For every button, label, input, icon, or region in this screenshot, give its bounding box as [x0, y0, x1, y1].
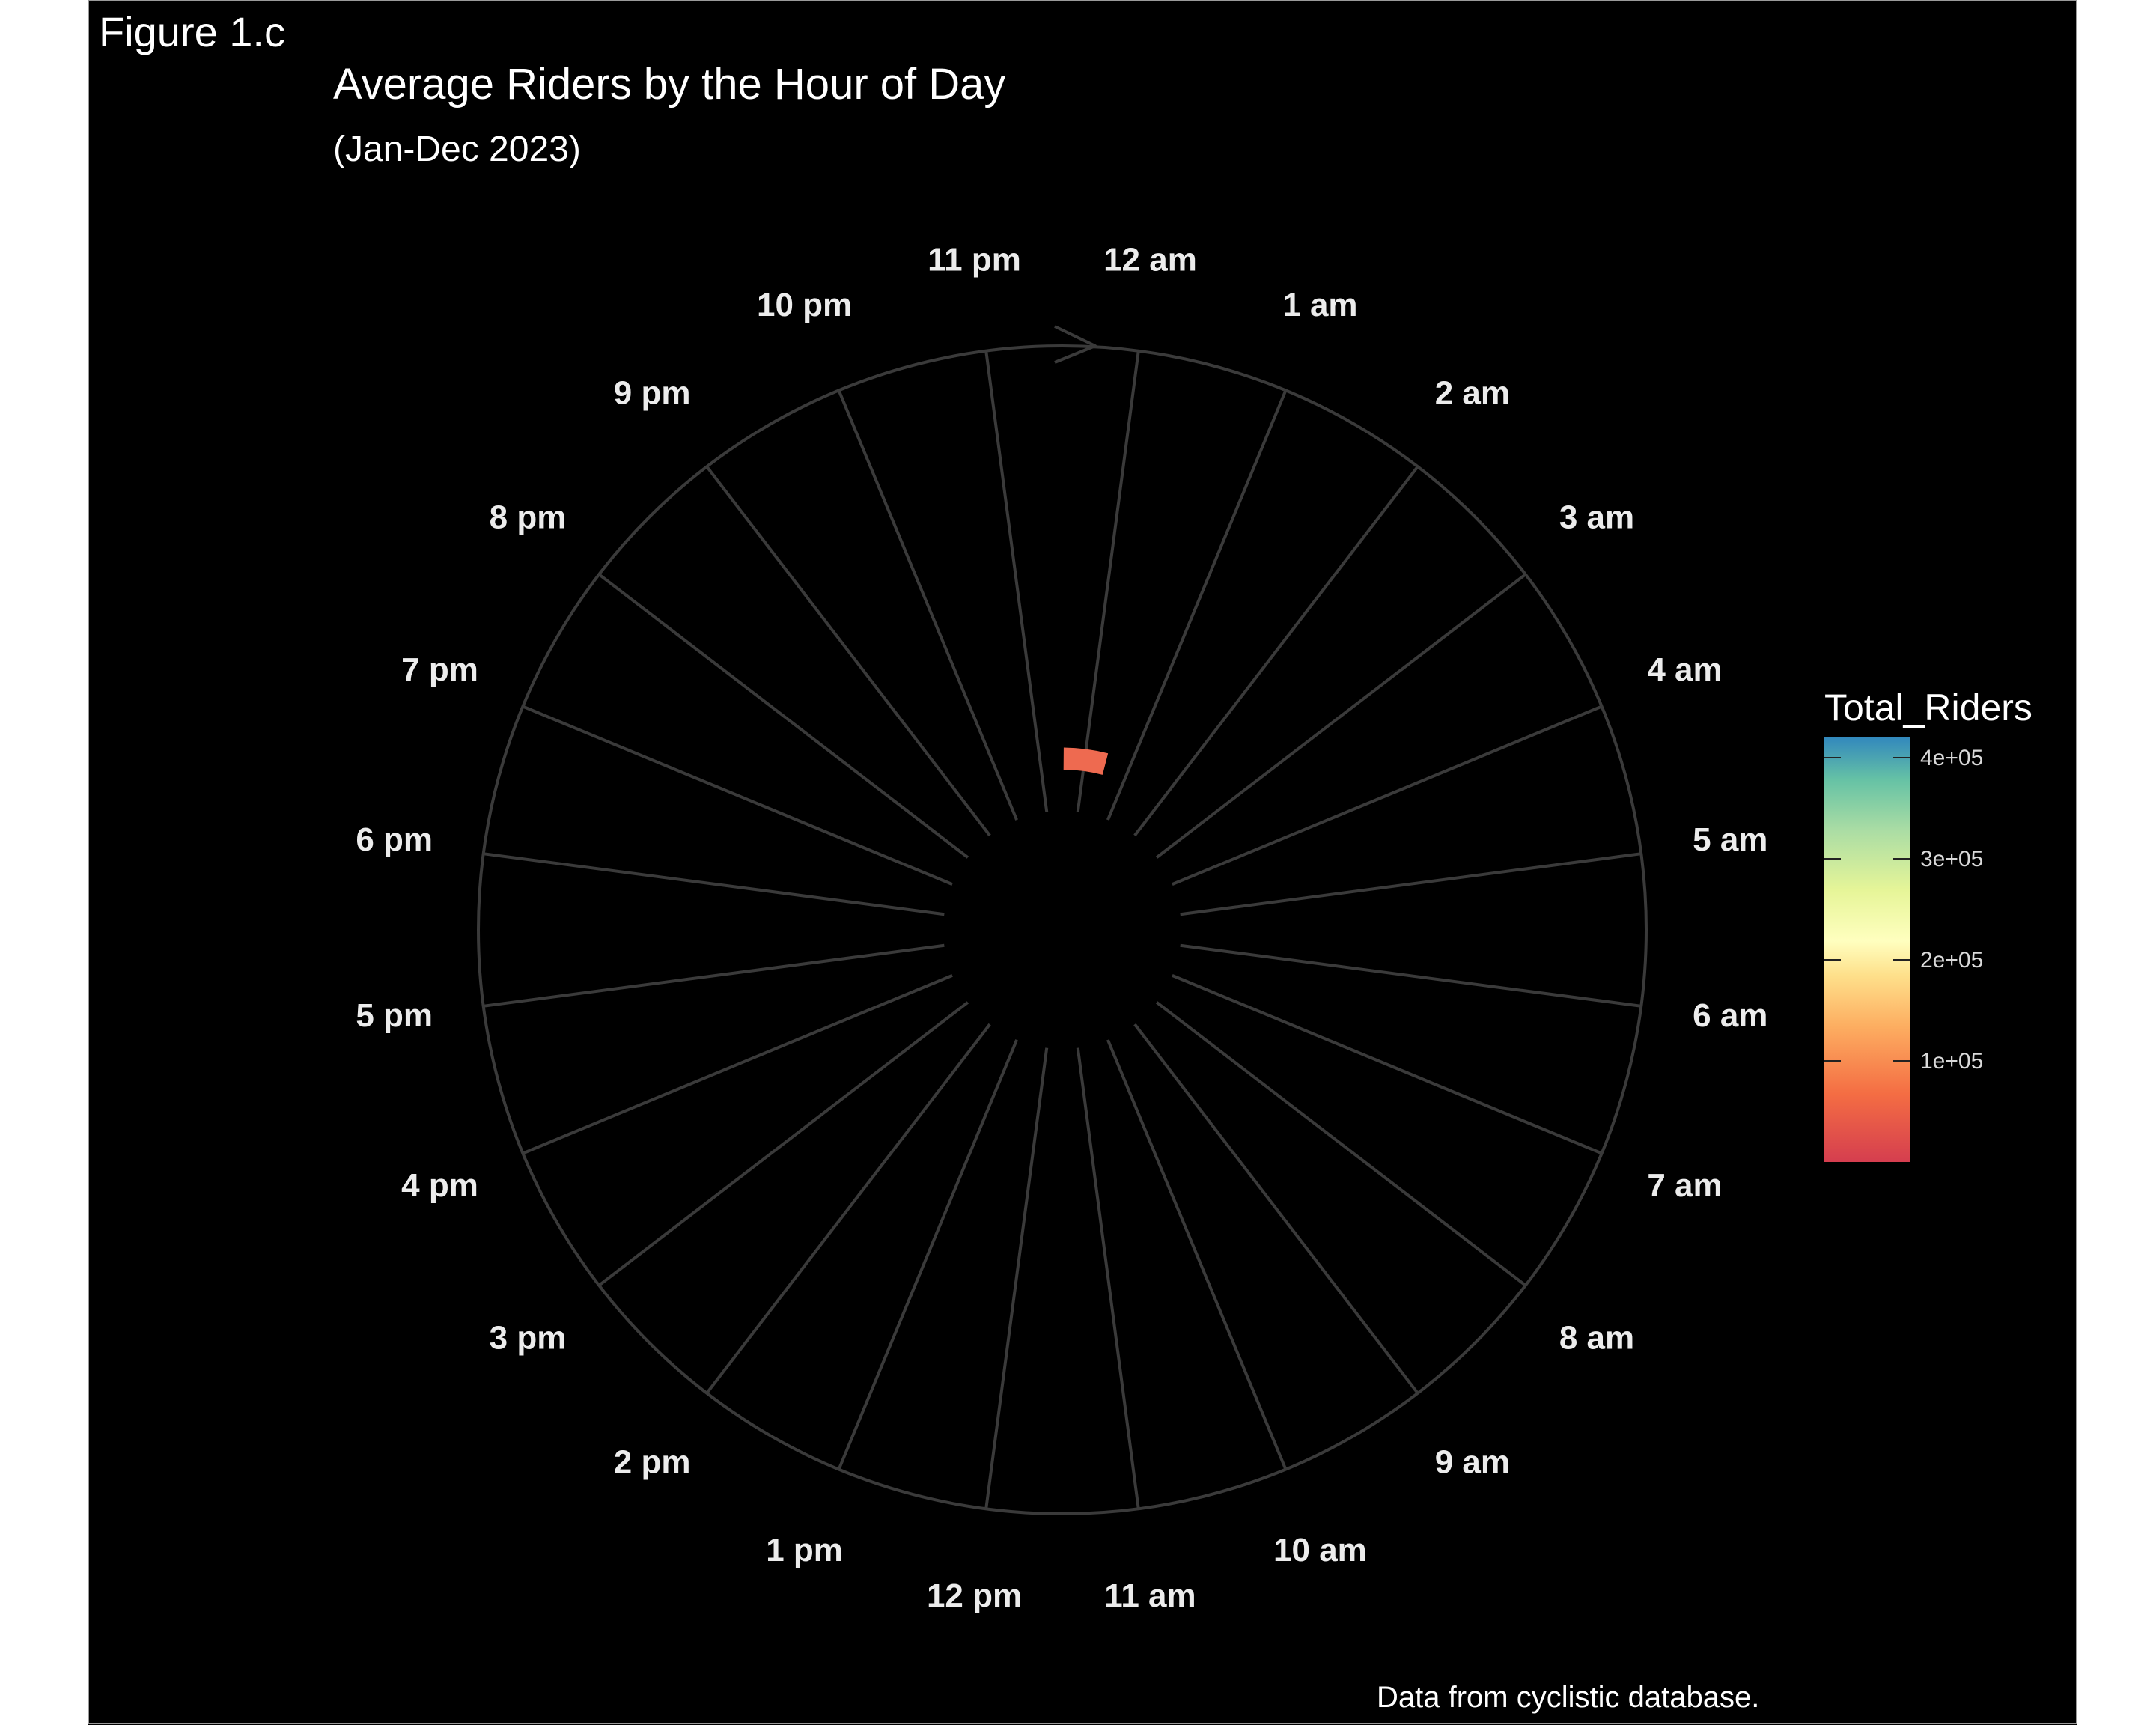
hour-label: 4 am: [1647, 651, 1722, 688]
spoke-line: [1076, 1047, 1140, 1509]
hour-label: 6 am: [1693, 997, 1767, 1034]
hour-label: 1 pm: [766, 1532, 843, 1569]
data-source-caption: Data from cyclistic database.: [1377, 1681, 1759, 1714]
spoke-line: [522, 973, 953, 1155]
spoke-line: [1172, 973, 1603, 1155]
spoke-line: [1076, 350, 1140, 812]
hour-labels: 12 am 1 am 2 am 3 am 4 am 5 am 6 am 7 am 8 am 9 a…: [356, 241, 1767, 1614]
chart-title: Average Riders by the Hour of Day: [333, 60, 1005, 109]
spoke-line: [705, 465, 991, 837]
hour-label: 12 pm: [927, 1578, 1022, 1614]
legend-tick-label: 3e+05: [1920, 847, 1983, 871]
hour-label: 9 am: [1435, 1444, 1510, 1481]
legend-title: Total_Riders: [1824, 687, 2032, 728]
spoke-line: [705, 1023, 991, 1395]
hour-label: 7 am: [1647, 1167, 1722, 1204]
spoke-line: [1172, 705, 1603, 886]
chart-subtitle: (Jan-Dec 2023): [333, 130, 581, 169]
spoke-line: [984, 350, 1049, 812]
hour-label: 2 am: [1435, 375, 1510, 412]
spoke-line: [1106, 1039, 1288, 1470]
legend-tick-label: 2e+05: [1920, 948, 1983, 973]
hour-label: 11 pm: [928, 241, 1021, 278]
spoke-line: [1106, 389, 1288, 821]
hour-label: 8 am: [1559, 1320, 1634, 1357]
spoke-line: [1133, 1023, 1419, 1395]
figure-tag: Figure 1.c: [99, 8, 285, 55]
hour-label: 5 pm: [356, 997, 433, 1034]
hour-label: 1 am: [1282, 287, 1357, 323]
spoke-line: [483, 943, 945, 1008]
legend-tick-label: 4e+05: [1920, 746, 1983, 770]
spoke-line: [483, 852, 945, 916]
spoke-line: [1155, 1001, 1527, 1287]
spoke-line: [984, 1047, 1049, 1509]
hour-label: 10 pm: [757, 287, 852, 323]
hour-label: 10 am: [1273, 1532, 1367, 1569]
polar-grid: [477, 325, 1648, 1515]
bar-12-am: [1063, 747, 1109, 775]
hour-label: 8 pm: [490, 499, 567, 536]
spoke-line: [1180, 943, 1642, 1008]
hour-label: 11 am: [1104, 1578, 1196, 1614]
color-legend: Total_Riders 4e+05 3e+05 2e+05 1e+05: [1824, 687, 2032, 1162]
legend-ticks: 4e+05 3e+05 2e+05 1e+05: [1824, 746, 1983, 1074]
hour-label: 3 am: [1559, 499, 1634, 536]
spoke-line: [837, 389, 1019, 821]
spoke-line: [1180, 852, 1642, 916]
hour-label: 7 pm: [401, 651, 478, 688]
spoke-line: [1133, 465, 1419, 837]
spoke-line: [837, 1039, 1019, 1470]
legend-colorbar: [1824, 737, 1910, 1162]
hour-label: 5 am: [1693, 821, 1767, 858]
legend-tick-label: 1e+05: [1920, 1049, 1983, 1074]
hour-label: 3 pm: [490, 1320, 567, 1357]
hour-label: 12 am: [1103, 241, 1197, 278]
hour-label: 6 pm: [356, 821, 433, 858]
hour-label: 2 pm: [614, 1444, 691, 1481]
chart-panel: [88, 0, 2077, 1725]
bar-layer: [1063, 747, 1109, 775]
hour-label: 4 pm: [401, 1167, 478, 1204]
outer-grid-circle: [477, 344, 1648, 1515]
radial-arrow: [1054, 325, 1097, 364]
spoke-line: [597, 573, 969, 859]
spoke-line: [522, 705, 953, 886]
spoke-line: [1155, 573, 1527, 859]
hour-label: 9 pm: [614, 375, 691, 412]
spoke-line: [597, 1001, 969, 1287]
